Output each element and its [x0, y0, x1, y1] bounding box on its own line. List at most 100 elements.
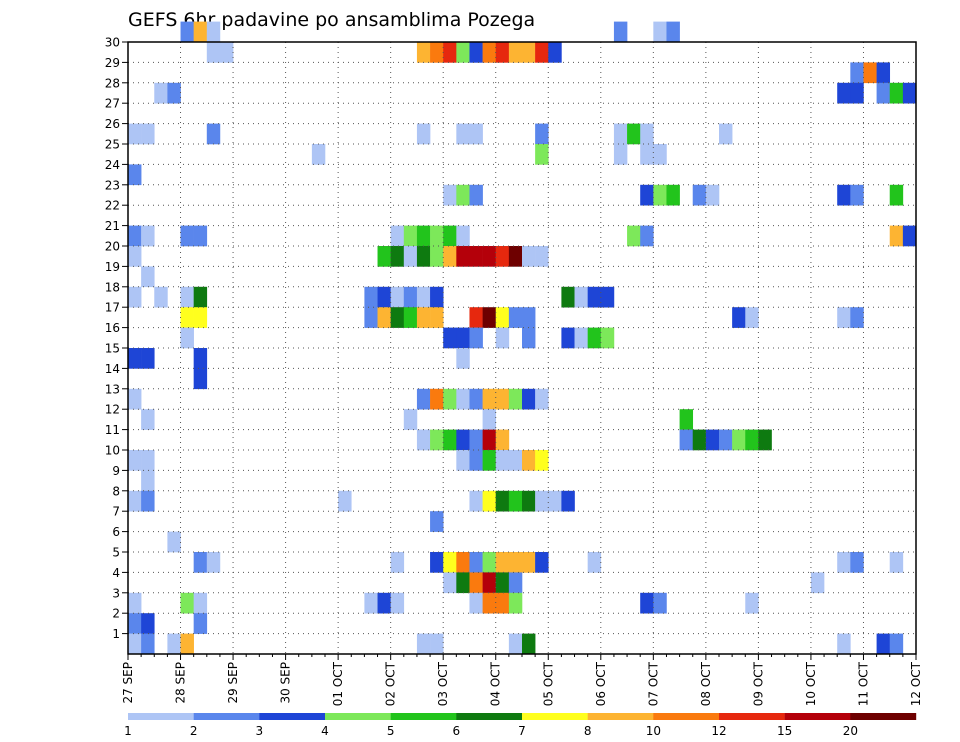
- heatmap-cell: [180, 286, 194, 308]
- heatmap-cell: [587, 327, 602, 349]
- heatmap-cell: [403, 246, 418, 267]
- heatmap-cell: [167, 531, 181, 553]
- heatmap-cell: [377, 307, 391, 328]
- colorbar: 1 2 3 4 5 6 7 8 10 12 15 20: [124, 713, 917, 738]
- colorbar-swatch: [850, 713, 917, 720]
- heatmap-cell: [732, 307, 746, 328]
- heatmap-cell: [456, 388, 470, 410]
- heatmap-cell: [522, 490, 536, 512]
- heatmap-cell: [443, 225, 457, 247]
- heatmap-cell: [508, 633, 523, 655]
- heatmap-cell: [180, 633, 194, 655]
- heatmap-cell: [902, 225, 917, 247]
- heatmap-cell: [574, 327, 588, 349]
- colorbar-swatch: [653, 713, 720, 720]
- heatmap-cell: [141, 470, 155, 492]
- heatmap-cell: [390, 246, 405, 267]
- heatmap-cell: [482, 307, 497, 328]
- colorbar-swatch: [456, 713, 523, 720]
- heatmap-cell: [456, 348, 470, 369]
- heatmap-cell: [154, 82, 168, 104]
- heatmap-cell: [311, 144, 326, 165]
- y-tick-label: 21: [105, 219, 120, 233]
- heatmap-cell: [719, 429, 733, 451]
- heatmap-cell: [416, 429, 431, 451]
- heatmap-cell: [705, 184, 720, 206]
- y-tick-label: 28: [105, 76, 120, 90]
- heatmap-cell: [850, 552, 864, 573]
- heatmap-cell: [640, 184, 654, 206]
- x-tick-label: 10 OCT: [804, 661, 818, 706]
- colorbar-label: 15: [777, 724, 792, 738]
- heatmap-cell: [535, 144, 549, 165]
- colorbar-label: 7: [518, 724, 526, 738]
- heatmap-cell: [456, 184, 470, 206]
- heatmap-cell: [193, 307, 208, 328]
- heatmap-cell: [522, 450, 536, 471]
- heatmap-cell: [889, 184, 904, 206]
- heatmap-cell: [416, 42, 431, 63]
- heatmap-cell: [508, 42, 523, 63]
- y-tick-label: 25: [105, 138, 120, 152]
- y-tick-label: 7: [112, 505, 120, 519]
- heatmap-cell: [535, 490, 549, 512]
- heatmap-cell: [206, 21, 221, 43]
- heatmap-cell: [469, 246, 483, 267]
- heatmap-cell: [745, 307, 759, 328]
- x-tick-label: 02 OCT: [384, 661, 398, 706]
- heatmap-cell: [482, 42, 497, 63]
- heatmap-cell: [430, 42, 444, 63]
- heatmap-cell: [719, 123, 733, 145]
- heatmap-cell: [430, 307, 444, 328]
- heatmap-cell: [495, 246, 510, 267]
- heatmap-cell: [522, 633, 536, 655]
- heatmap-cell: [456, 552, 470, 573]
- chart-title: GEFS 6hr padavine po ansamblima Pozega: [128, 9, 535, 31]
- colorbar-label: 1: [124, 724, 132, 738]
- heatmap-cell: [876, 62, 891, 84]
- heatmap-cell: [482, 429, 497, 451]
- heatmap-cell: [469, 327, 483, 349]
- y-tick-label: 19: [105, 260, 120, 274]
- y-tick-label: 8: [112, 484, 120, 498]
- heatmap-cell: [403, 307, 418, 328]
- y-tick-label: 26: [105, 117, 120, 131]
- heatmap-cell: [430, 552, 444, 573]
- heatmap-cell: [495, 42, 510, 63]
- heatmap-cell: [482, 450, 497, 471]
- x-tick-label: 29 SEP: [226, 662, 240, 704]
- heatmap-cell: [522, 327, 536, 349]
- x-tick-label: 11 OCT: [856, 661, 870, 706]
- heatmap-cell: [128, 450, 142, 471]
- heatmap-cell: [522, 42, 536, 63]
- heatmap-cell: [416, 286, 431, 308]
- heatmap-cell: [482, 490, 497, 512]
- colorbar-label: 8: [584, 724, 592, 738]
- x-tick-label: 04 OCT: [489, 661, 503, 706]
- heatmap-cell: [180, 307, 194, 328]
- heatmap-cell: [416, 633, 431, 655]
- colorbar-label: 10: [646, 724, 661, 738]
- heatmap-cell: [850, 184, 864, 206]
- heatmap-cell: [850, 62, 864, 84]
- colorbar-swatch: [128, 713, 194, 720]
- heatmap-cell: [508, 307, 523, 328]
- heatmap-cell: [600, 327, 615, 349]
- heatmap-cell: [469, 490, 483, 512]
- y-tick-label: 12: [105, 403, 120, 417]
- heatmap-cell: [810, 572, 825, 594]
- heatmap-cell: [443, 327, 457, 349]
- heatmap-cell: [837, 633, 851, 655]
- heatmap-cell: [837, 184, 851, 206]
- heatmap-cell: [364, 592, 378, 614]
- y-tick-label: 14: [105, 362, 120, 376]
- heatmap-cell: [640, 144, 654, 165]
- heatmap-cell: [141, 409, 155, 430]
- heatmap-cell: [128, 164, 142, 186]
- heatmap-cell: [469, 307, 483, 328]
- heatmap-cell: [522, 246, 536, 267]
- heatmap-cell: [377, 286, 391, 308]
- heatmap-cell: [193, 368, 208, 390]
- heatmap-cell: [653, 144, 667, 165]
